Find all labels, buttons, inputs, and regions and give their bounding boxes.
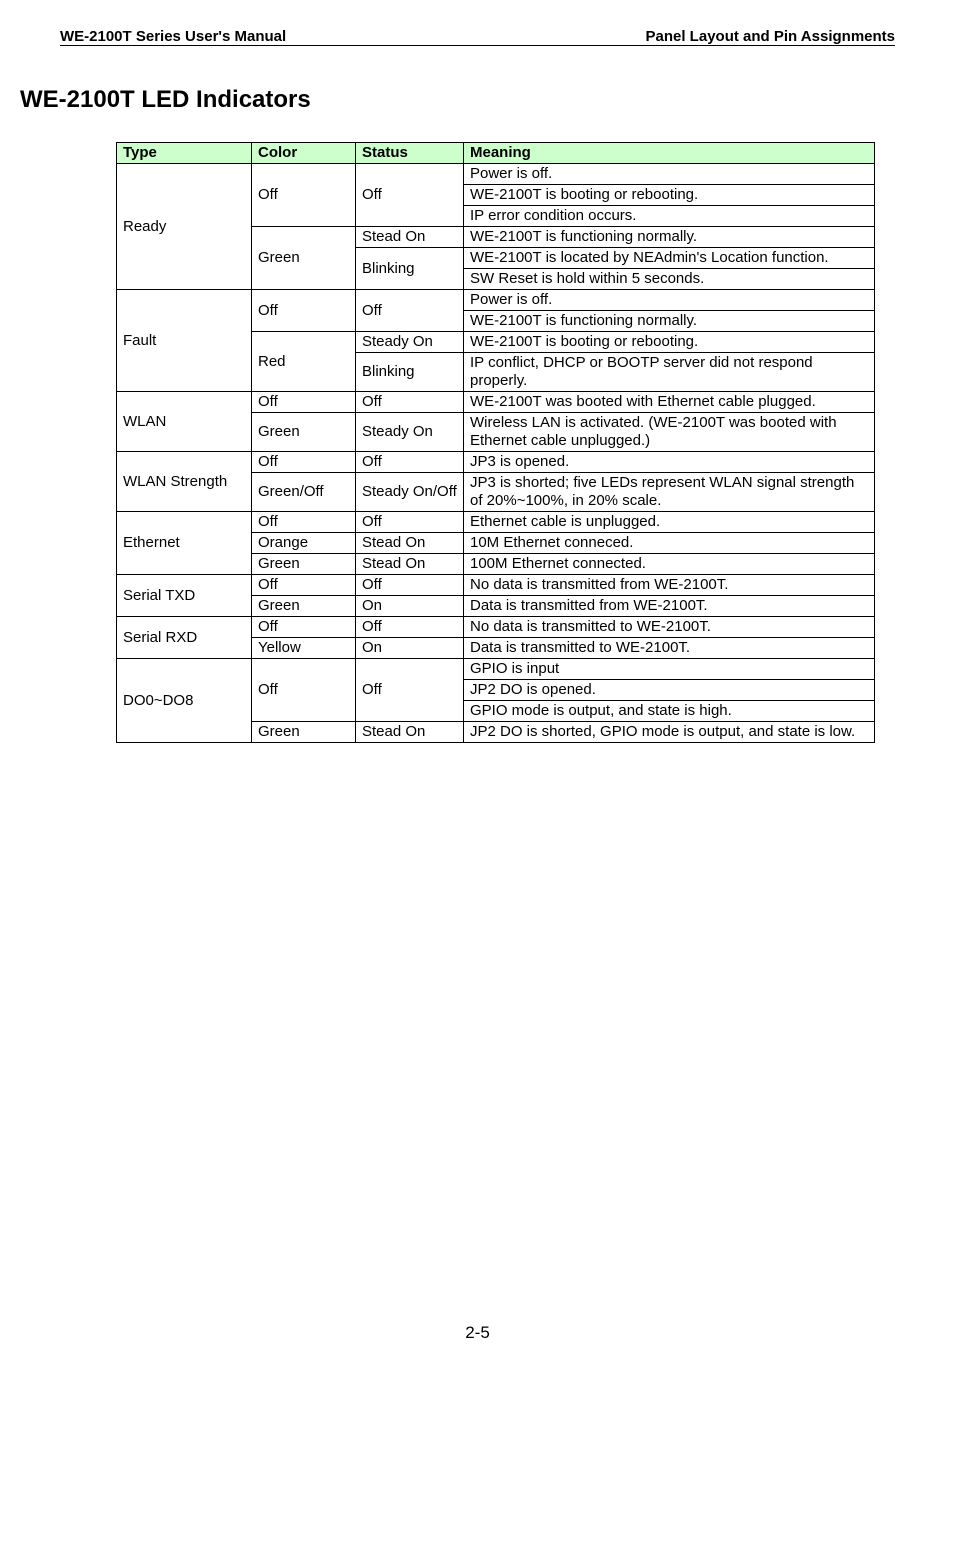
cell-color: Green/Off (252, 473, 356, 512)
cell-meaning: Power is off. (464, 290, 875, 311)
cell-color: Off (252, 659, 356, 722)
cell-type: Ready (117, 164, 252, 290)
cell-meaning: Ethernet cable is unplugged. (464, 512, 875, 533)
cell-status: Off (356, 575, 464, 596)
cell-color: Off (252, 617, 356, 638)
cell-status: Blinking (356, 248, 464, 290)
cell-meaning: No data is transmitted from WE-2100T. (464, 575, 875, 596)
cell-color: Yellow (252, 638, 356, 659)
cell-type: DO0~DO8 (117, 659, 252, 743)
cell-status: Off (356, 164, 464, 227)
col-meaning: Meaning (464, 143, 875, 164)
cell-color: Off (252, 452, 356, 473)
cell-meaning: WE-2100T is booting or rebooting. (464, 185, 875, 206)
running-header: WE-2100T Series User's Manual Panel Layo… (60, 28, 895, 46)
cell-color: Orange (252, 533, 356, 554)
cell-color: Off (252, 164, 356, 227)
cell-type: Ethernet (117, 512, 252, 575)
cell-type: WLAN Strength (117, 452, 252, 512)
cell-color: Off (252, 512, 356, 533)
cell-meaning: JP3 is shorted; five LEDs represent WLAN… (464, 473, 875, 512)
cell-meaning: WE-2100T is booting or rebooting. (464, 332, 875, 353)
table-row: DO0~DO8OffOffGPIO is input (117, 659, 875, 680)
cell-color: Green (252, 413, 356, 452)
cell-meaning: Power is off. (464, 164, 875, 185)
cell-meaning: No data is transmitted to WE-2100T. (464, 617, 875, 638)
header-left: WE-2100T Series User's Manual (60, 28, 286, 45)
cell-color: Off (252, 392, 356, 413)
cell-status: On (356, 638, 464, 659)
cell-meaning: SW Reset is hold within 5 seconds. (464, 269, 875, 290)
cell-meaning: IP error condition occurs. (464, 206, 875, 227)
cell-status: Stead On (356, 722, 464, 743)
cell-type: Fault (117, 290, 252, 392)
cell-color: Green (252, 227, 356, 290)
cell-meaning: JP2 DO is opened. (464, 680, 875, 701)
cell-meaning: Data is transmitted from WE-2100T. (464, 596, 875, 617)
cell-color: Green (252, 722, 356, 743)
cell-meaning: WE-2100T is functioning normally. (464, 227, 875, 248)
cell-status: Off (356, 659, 464, 722)
cell-status: Steady On/Off (356, 473, 464, 512)
table-row: FaultOffOffPower is off. (117, 290, 875, 311)
cell-meaning: 100M Ethernet connected. (464, 554, 875, 575)
cell-meaning: JP3 is opened. (464, 452, 875, 473)
cell-status: Off (356, 512, 464, 533)
cell-status: Steady On (356, 332, 464, 353)
cell-status: Off (356, 617, 464, 638)
cell-status: Off (356, 392, 464, 413)
cell-status: Steady On (356, 413, 464, 452)
cell-type: WLAN (117, 392, 252, 452)
cell-meaning: GPIO is input (464, 659, 875, 680)
header-right: Panel Layout and Pin Assignments (646, 28, 896, 45)
col-color: Color (252, 143, 356, 164)
cell-status: Stead On (356, 554, 464, 575)
cell-status: On (356, 596, 464, 617)
cell-color: Red (252, 332, 356, 392)
cell-status: Blinking (356, 353, 464, 392)
page-title: WE-2100T LED Indicators (20, 86, 895, 114)
table-row: WLANOffOffWE-2100T was booted with Ether… (117, 392, 875, 413)
cell-color: Green (252, 596, 356, 617)
cell-status: Stead On (356, 227, 464, 248)
table-row: Serial TXDOffOffNo data is transmitted f… (117, 575, 875, 596)
table-row: EthernetOffOffEthernet cable is unplugge… (117, 512, 875, 533)
table-row: ReadyOffOffPower is off. (117, 164, 875, 185)
cell-meaning: Data is transmitted to WE-2100T. (464, 638, 875, 659)
cell-meaning: Wireless LAN is activated. (WE-2100T was… (464, 413, 875, 452)
cell-type: Serial RXD (117, 617, 252, 659)
cell-meaning: JP2 DO is shorted, GPIO mode is output, … (464, 722, 875, 743)
cell-color: Off (252, 575, 356, 596)
cell-status: Stead On (356, 533, 464, 554)
cell-meaning: WE-2100T is functioning normally. (464, 311, 875, 332)
table-row: WLAN StrengthOffOffJP3 is opened. (117, 452, 875, 473)
cell-color: Off (252, 290, 356, 332)
led-indicators-table: Type Color Status Meaning ReadyOffOffPow… (116, 142, 875, 743)
manual-page: WE-2100T Series User's Manual Panel Layo… (0, 0, 955, 1363)
cell-meaning: GPIO mode is output, and state is high. (464, 701, 875, 722)
cell-status: Off (356, 452, 464, 473)
table-header-row: Type Color Status Meaning (117, 143, 875, 164)
cell-meaning: WE-2100T is located by NEAdmin's Locatio… (464, 248, 875, 269)
page-number: 2-5 (60, 1323, 895, 1363)
cell-color: Green (252, 554, 356, 575)
cell-meaning: 10M Ethernet conneced. (464, 533, 875, 554)
cell-meaning: IP conflict, DHCP or BOOTP server did no… (464, 353, 875, 392)
col-status: Status (356, 143, 464, 164)
cell-type: Serial TXD (117, 575, 252, 617)
col-type: Type (117, 143, 252, 164)
cell-meaning: WE-2100T was booted with Ethernet cable … (464, 392, 875, 413)
cell-status: Off (356, 290, 464, 332)
table-row: Serial RXDOffOffNo data is transmitted t… (117, 617, 875, 638)
